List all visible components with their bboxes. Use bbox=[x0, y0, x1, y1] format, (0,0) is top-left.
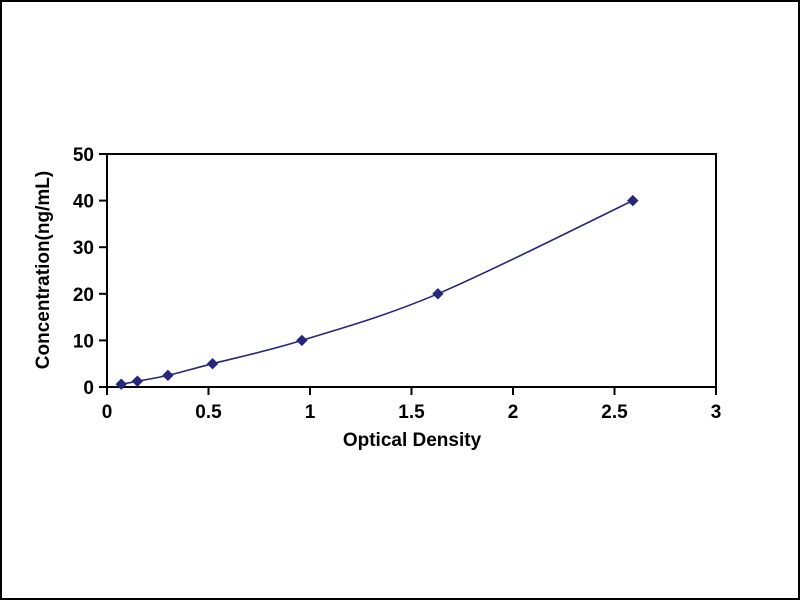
x-tick-label: 0.5 bbox=[195, 402, 222, 423]
y-tick-label: 50 bbox=[73, 145, 94, 166]
data-point-marker bbox=[131, 375, 144, 387]
y-tick-label: 0 bbox=[83, 378, 94, 399]
data-point-marker bbox=[115, 378, 127, 390]
y-tick-label: 30 bbox=[73, 238, 94, 259]
data-point-marker bbox=[206, 357, 219, 370]
y-tick-label: 20 bbox=[73, 285, 94, 306]
y-axis-title: Concentration(ng/mL) bbox=[33, 170, 54, 370]
data-point-marker bbox=[627, 194, 639, 207]
x-tick-label: 1.5 bbox=[398, 402, 425, 423]
plot-border bbox=[106, 153, 717, 388]
data-point-marker bbox=[432, 288, 444, 300]
y-tick-label: 40 bbox=[73, 192, 94, 213]
x-tick-label: 1 bbox=[305, 402, 316, 423]
x-axis-title: Optical Density bbox=[342, 430, 482, 451]
x-tick-label: 2.5 bbox=[601, 402, 628, 423]
data-point-marker bbox=[296, 334, 308, 347]
y-tick-label: 10 bbox=[73, 331, 94, 352]
x-tick-label: 0 bbox=[102, 402, 113, 423]
x-tick-label: 3 bbox=[711, 402, 722, 423]
data-point-marker bbox=[162, 369, 174, 382]
x-tick-label: 2 bbox=[508, 402, 519, 423]
